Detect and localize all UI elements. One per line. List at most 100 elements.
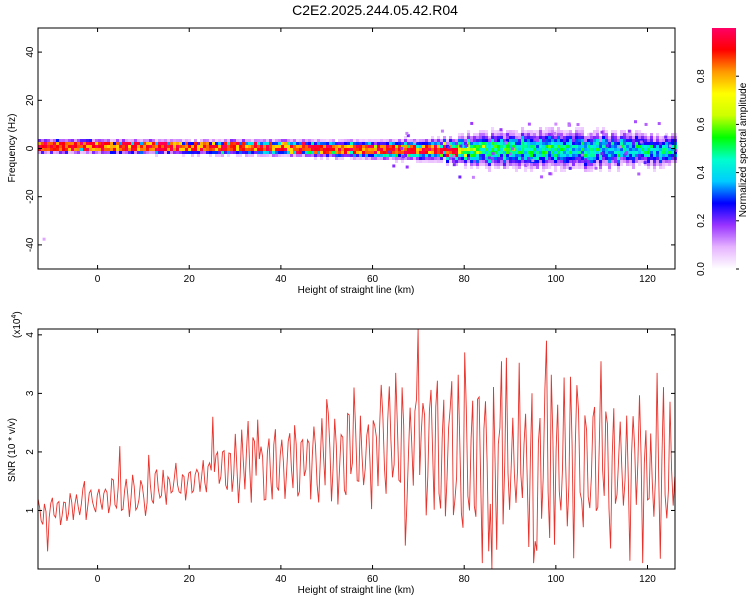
heatmap-cell: [449, 145, 452, 148]
heatmap-cell: [637, 172, 641, 176]
heatmap-cell: [575, 127, 578, 130]
heatmap-cells: [38, 120, 678, 241]
heatmap-cell: [650, 160, 653, 163]
heatmap-cell: [617, 151, 620, 154]
heatmap-cell: [161, 148, 164, 151]
heatmap-cell: [344, 148, 347, 151]
heatmap-cell: [416, 145, 419, 148]
heatmap-cell: [389, 139, 392, 142]
heatmap-cell: [377, 157, 380, 160]
heatmap-cell: [635, 154, 638, 157]
heatmap-cell: [545, 151, 548, 154]
heatmap-cell: [317, 148, 320, 151]
heatmap-cell: [575, 160, 578, 163]
heatmap-cell: [380, 148, 383, 151]
heatmap-cell: [545, 136, 548, 139]
heatmap-cell: [152, 145, 155, 148]
heatmap-cell: [551, 154, 554, 157]
heatmap-cell: [521, 148, 524, 151]
heatmap-cell: [497, 163, 500, 166]
heatmap-cell: [578, 130, 581, 133]
heatmap-cell: [620, 154, 623, 157]
heatmap-cell: [602, 145, 605, 148]
heatmap-cell: [257, 145, 260, 148]
heatmap-cell: [653, 154, 656, 157]
heatmap-cell: [113, 151, 116, 154]
heatmap-cell: [296, 139, 299, 142]
heatmap-cell: [260, 145, 263, 148]
heatmap-cell: [625, 151, 629, 155]
heatmap-cell: [662, 139, 665, 142]
heatmap-cell: [353, 145, 356, 148]
heatmap-cell: [101, 151, 104, 154]
heatmap-cell: [401, 139, 404, 142]
heatmap-cell: [404, 139, 407, 142]
heatmap-cell: [632, 151, 635, 154]
heatmap-cell: [620, 151, 623, 154]
heatmap-cell: [671, 145, 674, 148]
heatmap-cell: [287, 148, 290, 151]
heatmap-cell: [638, 145, 641, 148]
heatmap-cell: [590, 160, 593, 163]
heatmap-cell: [641, 157, 644, 160]
heatmap-cell: [581, 139, 584, 142]
heatmap-cell: [395, 154, 398, 157]
heatmap-cell: [41, 151, 44, 154]
heatmap-cell: [593, 157, 596, 160]
heatmap-cell: [509, 139, 512, 142]
heatmap-cell: [212, 151, 215, 154]
heatmap-cell: [665, 154, 668, 157]
heatmap-cell: [500, 142, 503, 145]
heatmap-cell: [563, 142, 566, 145]
heatmap-cell: [113, 142, 116, 145]
heatmap-cell: [305, 154, 308, 157]
heatmap-cell: [221, 151, 224, 154]
heatmap-cell: [410, 151, 413, 154]
heatmap-cell: [272, 148, 275, 151]
heatmap-cell: [128, 139, 131, 142]
heatmap-cell: [155, 145, 158, 148]
heatmap-cell: [224, 148, 227, 151]
heatmap-cell: [662, 157, 665, 160]
heatmap-cell: [536, 160, 539, 163]
heatmap-cell: [656, 136, 659, 139]
heatmap-cell: [608, 142, 611, 145]
heatmap-cell: [86, 145, 89, 148]
heatmap-cell: [476, 148, 479, 151]
heatmap-cell: [662, 148, 665, 151]
heatmap-cell: [491, 130, 494, 133]
heatmap-cell: [551, 160, 554, 163]
heatmap-cell: [140, 151, 143, 154]
heatmap-cell: [290, 145, 293, 148]
heatmap-cell: [515, 151, 518, 154]
heatmap-cell: [236, 139, 239, 142]
heatmap-cell: [116, 142, 119, 145]
heatmap-cell: [632, 136, 635, 139]
heatmap-cell: [239, 151, 242, 154]
heatmap-cell: [488, 148, 491, 151]
heatmap-cell: [512, 136, 515, 139]
heatmap-cell: [563, 163, 566, 166]
heatmap-cell: [476, 136, 479, 139]
heatmap-cell: [545, 145, 548, 148]
heatmap-cell: [473, 151, 476, 154]
heatmap-cell: [650, 139, 653, 142]
heatmap-cell: [305, 145, 308, 148]
heatmap-cell: [236, 142, 239, 145]
heatmap-cell: [611, 133, 614, 136]
heatmap-cell: [485, 148, 488, 151]
heatmap-cell: [530, 139, 533, 142]
heatmap-cell: [560, 166, 563, 169]
heatmap-cell: [209, 139, 212, 142]
heatmap-cell: [296, 142, 299, 145]
heatmap-cell: [380, 151, 383, 154]
heatmap-cell: [581, 127, 584, 130]
heatmap-cell: [53, 139, 56, 142]
heatmap-cell: [611, 160, 614, 163]
heatmap-cell: [437, 139, 440, 142]
heatmap-cell: [242, 148, 245, 151]
heatmap-cell: [548, 136, 551, 139]
heatmap-cell: [530, 136, 533, 139]
heatmap-cell: [533, 160, 536, 163]
heatmap-cell: [362, 148, 365, 151]
